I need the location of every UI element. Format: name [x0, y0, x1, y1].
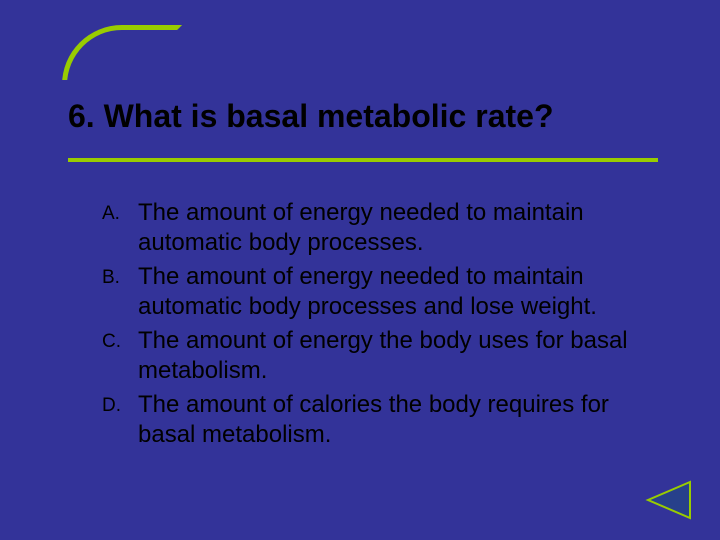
option-c[interactable]: C. The amount of energy the body uses fo…	[102, 326, 660, 386]
option-text: The amount of energy needed to maintain …	[138, 262, 660, 322]
option-text: The amount of calories the body requires…	[138, 390, 660, 450]
option-marker: B.	[102, 262, 138, 289]
slide: 6. What is basal metabolic rate? A. The …	[0, 0, 720, 540]
question-title: 6. What is basal metabolic rate?	[68, 98, 658, 135]
option-text: The amount of energy the body uses for b…	[138, 326, 660, 386]
option-a[interactable]: A. The amount of energy needed to mainta…	[102, 198, 660, 258]
options-list: A. The amount of energy needed to mainta…	[102, 198, 660, 454]
prev-slide-button[interactable]	[644, 480, 692, 520]
option-marker: C.	[102, 326, 138, 353]
option-marker: D.	[102, 390, 138, 417]
option-d[interactable]: D. The amount of calories the body requi…	[102, 390, 660, 450]
title-underline	[68, 158, 658, 162]
option-b[interactable]: B. The amount of energy needed to mainta…	[102, 262, 660, 322]
triangle-left-icon	[644, 480, 692, 520]
option-text: The amount of energy needed to maintain …	[138, 198, 660, 258]
option-marker: A.	[102, 198, 138, 225]
title-area: 6. What is basal metabolic rate?	[68, 98, 658, 135]
